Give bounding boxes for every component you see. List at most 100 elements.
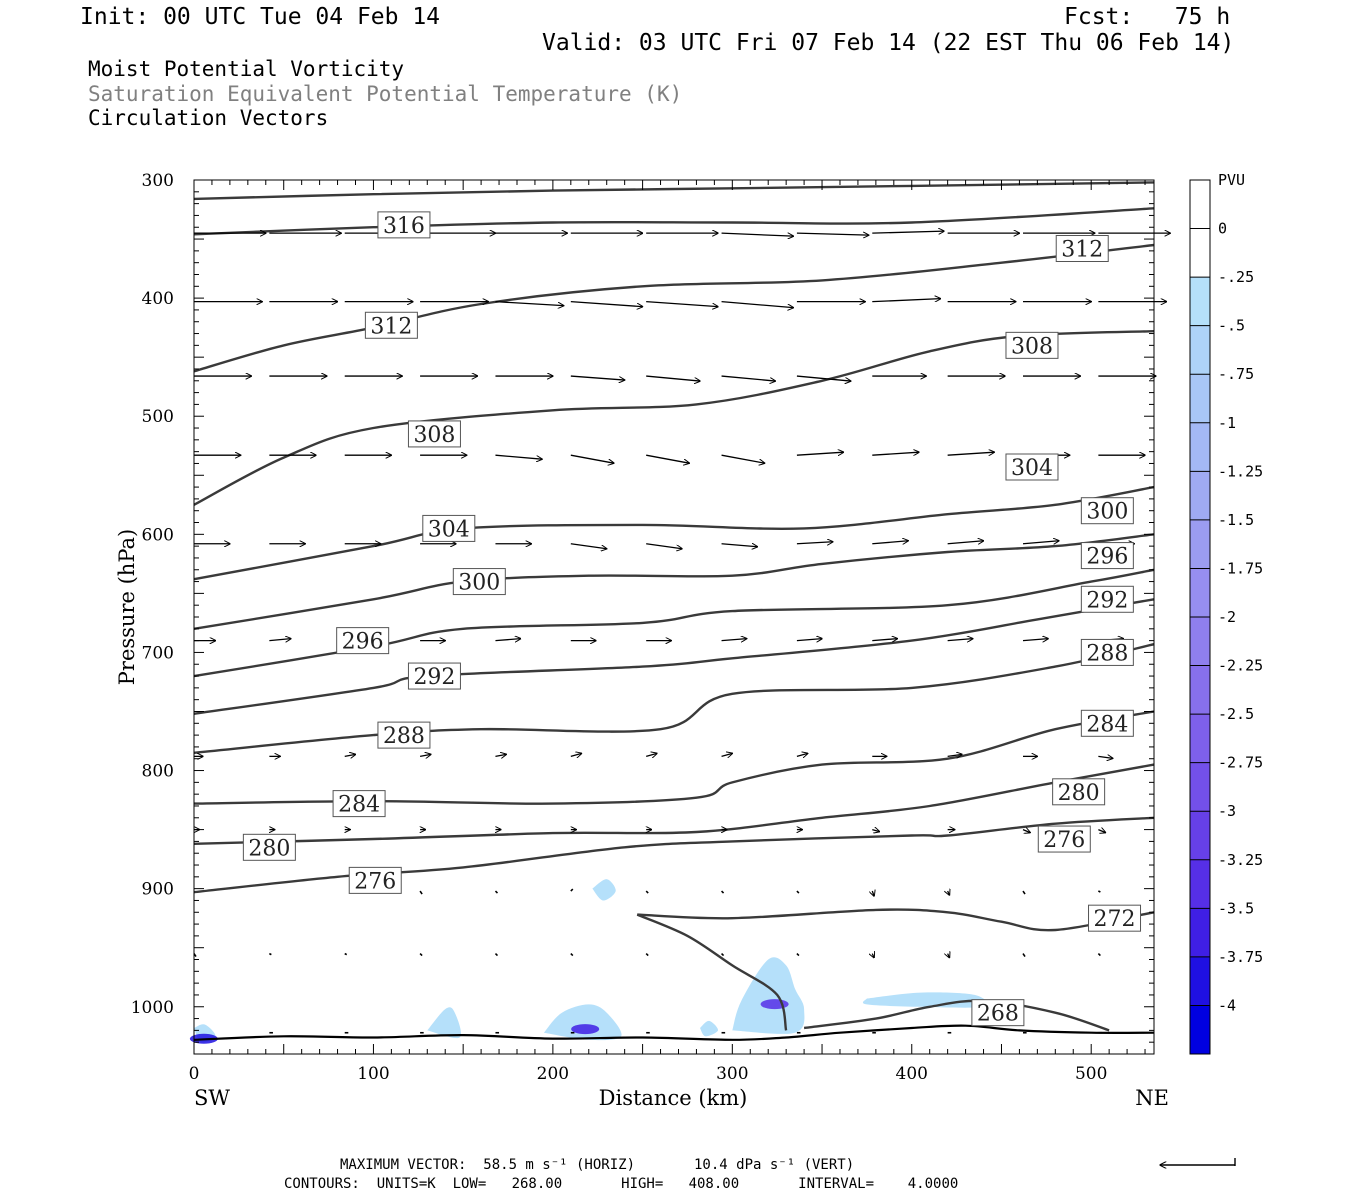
contour-label-box	[1080, 542, 1134, 570]
circulation-vector	[721, 639, 747, 641]
circulation-vector	[570, 301, 643, 307]
colorbar-label: -.75	[1218, 365, 1254, 383]
valid-time: Valid: 03 UTC Fri 07 Feb 14 (22 EST Thu …	[542, 30, 1235, 56]
contour-label: 304	[1011, 456, 1053, 481]
colorbar-cell	[1190, 859, 1210, 909]
circulation-vector	[721, 753, 733, 756]
circulation-vector	[1022, 541, 1059, 544]
circulation-vector	[1022, 830, 1030, 833]
contour-label: 300	[458, 571, 500, 596]
circulation-vector	[495, 639, 520, 641]
y-tick-label: 600	[142, 525, 174, 545]
contour-label: 296	[1086, 545, 1128, 570]
circulation-vector	[646, 543, 682, 549]
colorbar-label: -2.5	[1218, 705, 1254, 723]
field-title-theta: Saturation Equivalent Potential Temperat…	[88, 82, 683, 106]
circulation-vector	[872, 639, 897, 641]
y-tick-label: 300	[142, 171, 174, 191]
ne-label: NE	[1135, 1086, 1169, 1110]
circulation-vector	[646, 301, 718, 307]
circulation-vector	[494, 890, 499, 894]
contour-label-box	[407, 662, 461, 690]
colorbar-cell	[1190, 811, 1210, 860]
circulation-vector	[419, 953, 423, 957]
contour-label-box	[1005, 331, 1059, 359]
circulation-vector	[570, 543, 607, 549]
contour-label: 284	[338, 793, 380, 818]
circulation-vector	[721, 454, 765, 463]
x-tick-label: 100	[357, 1064, 389, 1084]
ground-surface-layer	[193, 1024, 1155, 1041]
circulation-vector	[1022, 953, 1026, 958]
x-tick-label: 300	[716, 1064, 748, 1084]
colorbar-cell	[1190, 422, 1210, 472]
sw-label: SW	[194, 1086, 230, 1110]
contour-label-box	[336, 627, 390, 655]
colorbar-label: -1.75	[1218, 559, 1263, 577]
contour-label-box	[422, 514, 476, 542]
mpv-region	[732, 957, 805, 1034]
circulation-vector	[720, 953, 725, 957]
contour-label: 304	[428, 517, 470, 542]
circulation-vector	[570, 888, 574, 892]
colorbar-cell	[1190, 665, 1210, 715]
contour-label: 276	[1043, 828, 1085, 853]
circulation-vector	[796, 753, 808, 756]
circulation-vector	[721, 375, 776, 381]
circulation-vector	[495, 454, 542, 459]
contour-label-layer: 316 312 312 308 308 304 304 300 300 296 296 292 292 2…	[242, 211, 1142, 1027]
circulation-vector	[947, 452, 995, 456]
contour-label: 280	[248, 836, 290, 861]
circulation-vector	[796, 452, 844, 456]
theta-contour-272	[636, 913, 788, 1031]
contour-label-box	[1080, 709, 1134, 737]
mpv-region	[427, 1007, 462, 1039]
contour-label: 288	[1086, 641, 1128, 666]
circulation-vector	[796, 542, 833, 544]
circulation-vector	[872, 541, 908, 544]
contour-label: 276	[354, 869, 396, 894]
contour-label: 308	[413, 423, 455, 448]
circulation-vector	[570, 454, 614, 463]
circulation-vector	[720, 890, 725, 894]
y-tick-label: 500	[142, 407, 174, 427]
circulation-vector	[495, 754, 506, 756]
circulation-vector	[1022, 639, 1048, 641]
contour-label-box	[1080, 497, 1134, 525]
y-tick-label: 700	[142, 643, 174, 663]
circulation-vector	[269, 952, 272, 956]
circulation-vector	[645, 890, 649, 894]
contour-label-box	[1080, 638, 1134, 666]
circulation-vector	[796, 233, 869, 235]
contour-label: 316	[383, 214, 425, 239]
theta-contour-300	[193, 533, 1155, 630]
theta-contour-316	[193, 181, 1155, 201]
circulation-vector	[1098, 890, 1101, 893]
contour-label-box	[1005, 453, 1059, 481]
contour-label: 296	[342, 630, 384, 655]
circulation-vector	[269, 639, 291, 641]
contour-label: 292	[413, 665, 455, 690]
theta-contour-276	[193, 816, 1155, 894]
circulation-vector	[1098, 830, 1105, 833]
circulation-vector	[570, 753, 582, 756]
circulation-vector	[947, 754, 962, 756]
colorbar-label: -.5	[1218, 317, 1245, 335]
theta-contour-288	[193, 643, 1155, 754]
x-tick-label: 0	[189, 1064, 200, 1084]
colorbar-cell	[1190, 568, 1210, 617]
circulation-vector	[721, 232, 794, 236]
colorbar-cell	[1190, 617, 1210, 666]
circulation-vector	[947, 541, 984, 544]
circulation-vector	[344, 754, 356, 756]
mpv-region	[862, 992, 988, 1008]
y-tick-label: 800	[142, 762, 174, 782]
y-tick-label: 900	[142, 880, 174, 900]
circulation-vector	[948, 954, 950, 958]
circulation-vector	[721, 544, 758, 547]
circulation-vector	[872, 452, 919, 456]
circulation-vector	[796, 953, 800, 957]
theta-contour-296	[193, 568, 1155, 678]
colorbar-label: -4	[1218, 996, 1236, 1014]
